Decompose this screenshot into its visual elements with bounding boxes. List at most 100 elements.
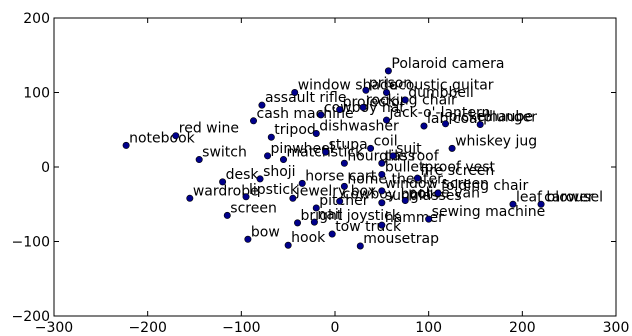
point-label: acoustic guitar <box>390 78 494 94</box>
data-point <box>310 218 318 226</box>
data-point <box>378 159 386 167</box>
point-label: pitcher <box>319 193 368 209</box>
data-point <box>378 199 386 207</box>
data-point <box>434 189 442 197</box>
data-point <box>378 187 386 195</box>
point-label: horse cart <box>305 168 377 184</box>
data-point <box>172 132 180 140</box>
point-label: screen <box>230 200 277 216</box>
point-label: assault rifle <box>265 90 347 106</box>
point-label: hourglass <box>347 148 415 164</box>
point-label: stupa <box>329 137 368 153</box>
point-label: desk <box>226 167 260 183</box>
point-label: jewelry box <box>295 183 376 199</box>
point-label: red wine <box>179 121 239 137</box>
y-tick-label: −100 <box>12 235 50 251</box>
point-label: shoji <box>263 164 296 180</box>
data-point <box>362 86 370 94</box>
data-point <box>378 221 386 229</box>
point-label: bow <box>251 224 280 240</box>
point-label: police van <box>408 186 480 202</box>
data-point <box>289 194 297 202</box>
data-point <box>122 141 130 149</box>
point-label: dishwasher <box>319 118 399 134</box>
data-point <box>425 215 433 223</box>
point-label: carousel <box>544 189 603 205</box>
data-point <box>336 106 344 114</box>
data-point <box>250 117 258 125</box>
point-label: prison <box>369 75 412 91</box>
data-point <box>340 182 348 190</box>
point-label: leaf blower <box>516 189 594 205</box>
data-point <box>537 200 545 208</box>
point-label: jack-o'-lantern <box>389 105 491 121</box>
point-label: plunger <box>483 110 537 126</box>
data-point <box>256 175 264 183</box>
data-point <box>244 235 252 243</box>
data-point <box>509 200 517 208</box>
data-point <box>328 230 336 238</box>
y-tick-label: 100 <box>23 86 50 102</box>
data-point <box>267 133 275 141</box>
point-label: hook <box>291 230 326 246</box>
data-point <box>219 178 227 186</box>
point-label: rocking chair <box>366 92 457 108</box>
plot-frame <box>53 17 617 317</box>
point-label: tile roof <box>385 148 440 164</box>
data-point <box>413 174 421 182</box>
data-point <box>384 67 392 75</box>
point-label: cowboy boot <box>343 186 433 202</box>
point-label: pickelhaube <box>449 109 533 125</box>
data-point <box>312 204 320 212</box>
point-label: projector <box>343 95 406 111</box>
y-tick-label: 0 <box>41 160 50 176</box>
point-label: folding chair <box>441 178 528 194</box>
data-point <box>383 89 391 97</box>
data-point <box>340 159 348 167</box>
data-point <box>336 197 344 205</box>
data-point <box>258 101 266 109</box>
data-point <box>195 156 203 164</box>
x-tick-label: 200 <box>509 320 536 336</box>
point-label: switch <box>202 145 247 161</box>
point-label: lipstick <box>249 182 299 198</box>
data-point <box>383 116 391 124</box>
point-label: dumbbell <box>408 85 474 101</box>
point-label: sewing machine <box>432 204 546 220</box>
point-label: bulletproof vest <box>385 159 496 175</box>
data-point <box>264 152 272 160</box>
x-tick-label: −300 <box>35 320 73 336</box>
x-tick-label: 0 <box>331 320 340 336</box>
x-tick-label: 100 <box>415 320 442 336</box>
data-point <box>284 241 292 249</box>
data-point <box>401 96 409 104</box>
point-label: Polaroid camera <box>391 56 504 72</box>
point-label: whiskey jug <box>455 133 537 149</box>
data-point <box>223 211 231 219</box>
data-point <box>356 242 364 250</box>
data-point <box>420 122 428 130</box>
point-label: lab coat <box>427 111 484 127</box>
point-label: fire screen <box>420 163 494 179</box>
data-point <box>242 193 250 201</box>
data-point <box>279 156 287 164</box>
data-point <box>448 144 456 152</box>
point-label: wardrobe <box>193 183 259 199</box>
y-tick-label: −200 <box>12 309 50 325</box>
x-tick-label: −100 <box>222 320 260 336</box>
point-label: tow truck <box>335 219 402 235</box>
data-point <box>186 194 194 202</box>
data-point <box>294 219 302 227</box>
data-point <box>442 120 450 128</box>
data-point <box>291 89 299 97</box>
point-label: coil <box>374 133 398 149</box>
point-label: window screen <box>385 176 489 192</box>
point-label: nail <box>317 207 342 223</box>
point-label: bright joystick <box>301 208 401 224</box>
data-point <box>367 144 375 152</box>
point-label: cash machine <box>257 106 354 122</box>
data-point <box>298 179 306 187</box>
